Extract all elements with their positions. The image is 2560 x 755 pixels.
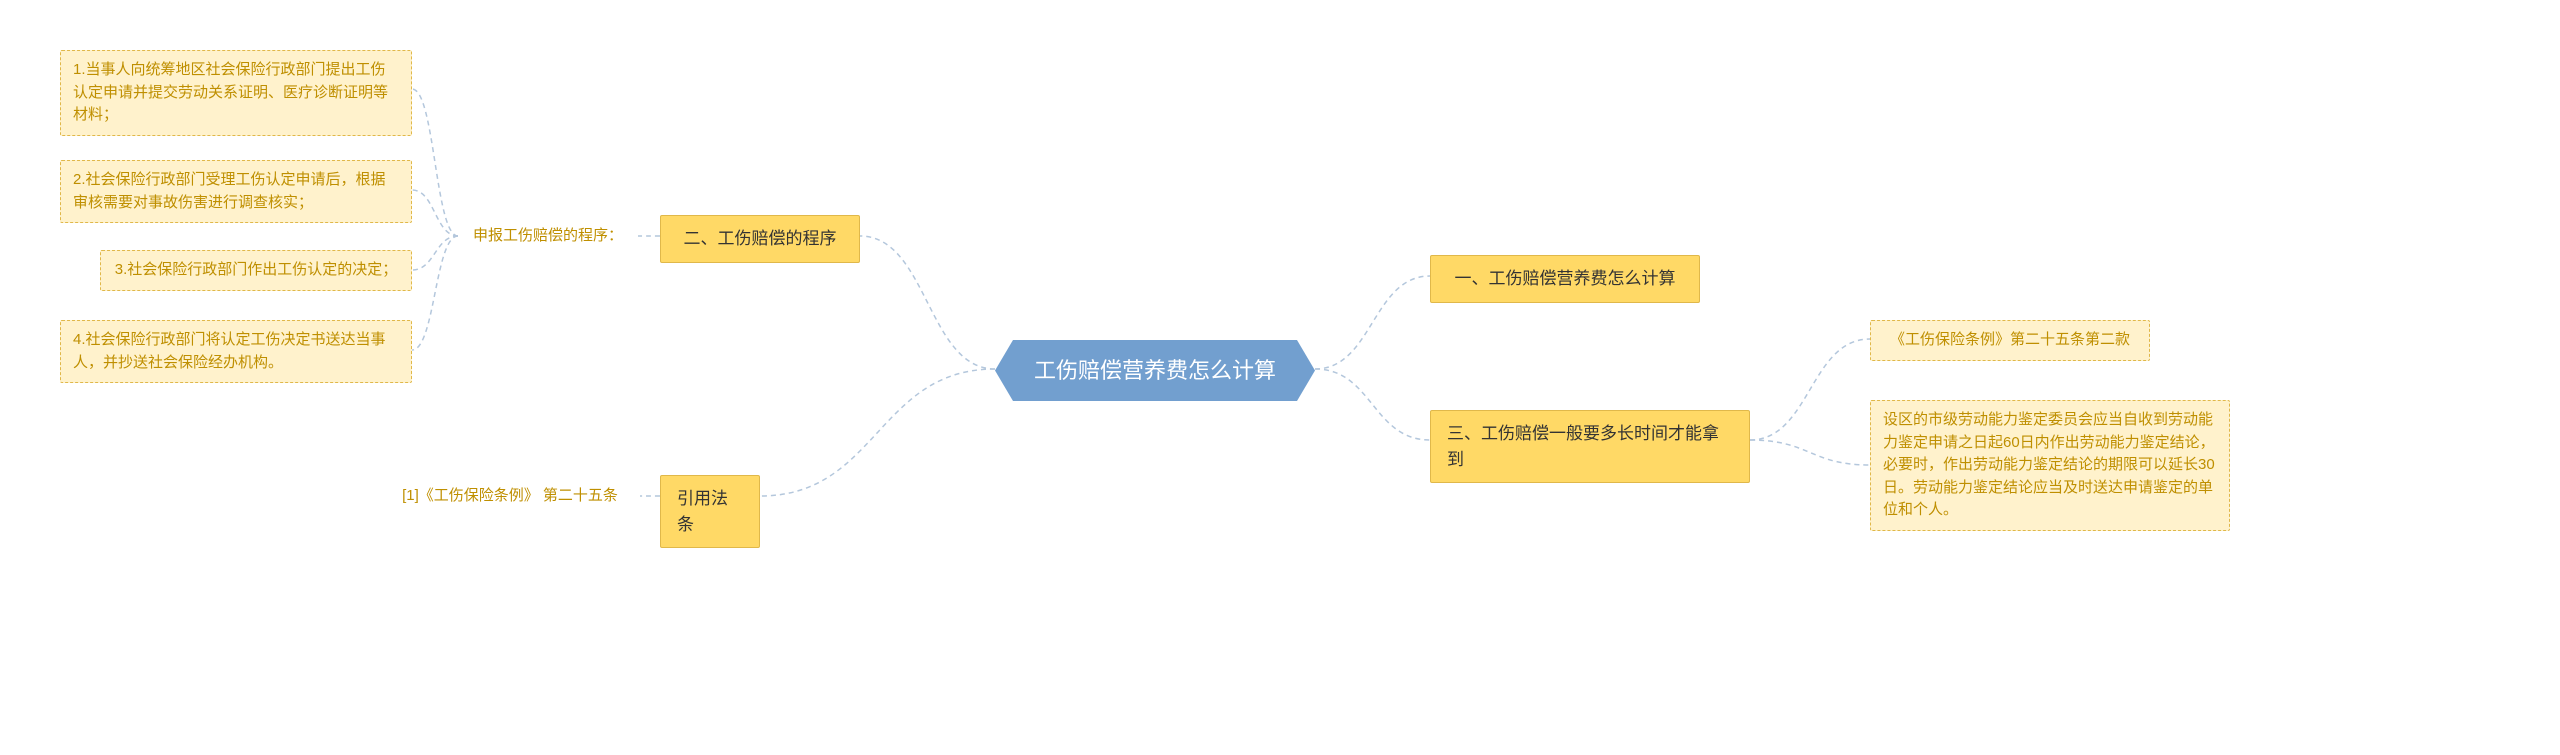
leaf-l1a3: 3.社会保险行政部门作出工伤认定的决定；	[100, 250, 412, 291]
leaf-l1a2: 2.社会保险行政部门受理工伤认定申请后，根据审核需要对事故伤害进行调查核实；	[60, 160, 412, 223]
topic-r2: 三、工伤赔偿一般要多长时间才能拿到	[1430, 410, 1750, 483]
topic-r1: 一、工伤赔偿营养费怎么计算	[1430, 255, 1700, 303]
leaf-r2b: 设区的市级劳动能力鉴定委员会应当自收到劳动能力鉴定申请之日起60日内作出劳动能力…	[1870, 400, 2230, 531]
root-node: 工伤赔偿营养费怎么计算	[995, 340, 1315, 401]
leaf-l1a4: 4.社会保险行政部门将认定工伤决定书送达当事人，并抄送社会保险经办机构。	[60, 320, 412, 383]
leaf-l1a1: 1.当事人向统筹地区社会保险行政部门提出工伤认定申请并提交劳动关系证明、医疗诊断…	[60, 50, 412, 136]
topic-l1: 二、工伤赔偿的程序	[660, 215, 860, 263]
label-l1a: 申报工伤赔偿的程序：	[458, 218, 638, 254]
label-l2a: [1]《工伤保险条例》 第二十五条	[380, 478, 640, 514]
topic-l2: 引用法条	[660, 475, 760, 548]
leaf-r2a: 《工伤保险条例》第二十五条第二款	[1870, 320, 2150, 361]
